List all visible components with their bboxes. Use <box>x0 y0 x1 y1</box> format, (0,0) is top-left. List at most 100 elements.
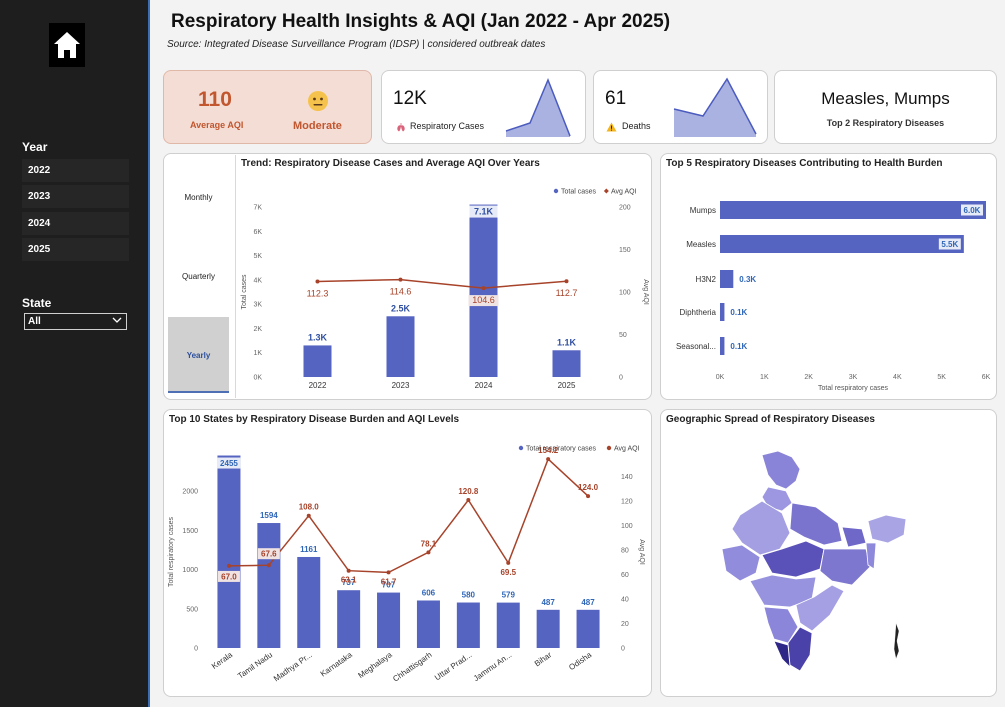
map-region-rajasthan <box>731 500 791 556</box>
line-value-label: 112.7 <box>556 288 578 298</box>
bar <box>337 590 361 648</box>
y2-tick-label: 100 <box>621 523 633 530</box>
map-region-west-bengal <box>865 542 877 570</box>
toggle-quarterly[interactable]: Quarterly <box>182 272 215 281</box>
bar-value-label: 580 <box>462 591 476 600</box>
map-region-chhattisgarh-odisha <box>819 548 871 586</box>
x-tick-label: Tamil Nadu <box>236 650 274 680</box>
bar <box>720 270 734 288</box>
y2-axis-title: Avg AQI <box>642 279 649 305</box>
bar-value-label: 606 <box>422 588 436 597</box>
line-value-label: 124.0 <box>578 483 599 492</box>
map-region-bihar <box>841 526 867 548</box>
bar-value-label: 2.5K <box>391 303 411 313</box>
legend-label: Avg AQI <box>611 189 637 196</box>
map-region-northeast <box>867 514 907 544</box>
year-option-2025[interactable]: 2025 <box>22 238 129 261</box>
deaths-sparkline <box>673 77 757 137</box>
y-axis-title: Total cases <box>241 274 248 310</box>
bar <box>720 337 725 355</box>
states-chart: 0 500 1000 1500 2000 0 20 40 60 80 100 120 140 Total … <box>168 445 645 684</box>
map-title: Geographic Spread of Respiratory Disease… <box>666 414 875 425</box>
top5-panel <box>660 153 997 400</box>
bar-value-label: 707 <box>382 581 396 590</box>
line-point <box>564 279 569 284</box>
category-label: H3N2 <box>696 275 717 284</box>
state-dropdown[interactable]: All <box>24 313 127 330</box>
x-tick-label: Odisha <box>567 650 593 672</box>
year-option-2022[interactable]: 2022 <box>22 159 129 182</box>
kpi-top-diseases-label: Top 2 Respiratory Diseases <box>826 118 945 128</box>
x-tick-label: 2024 <box>475 381 493 390</box>
toggle-monthly[interactable]: Monthly <box>184 193 213 202</box>
category-label: Measles <box>686 240 716 249</box>
y-tick-label: 4K <box>253 277 262 284</box>
category-label: Mumps <box>690 206 716 215</box>
bar-value-label: 1.1K <box>557 337 577 347</box>
year-option-2023[interactable]: 2023 <box>22 185 129 208</box>
legend-marker <box>606 445 612 451</box>
line-value-label: 114.6 <box>390 287 412 297</box>
bar-value-label: 1594 <box>260 511 278 520</box>
line-point <box>506 560 511 565</box>
y2-tick-label: 140 <box>621 474 633 481</box>
states-panel <box>163 409 652 697</box>
map-region-kerala <box>773 640 791 669</box>
line-value-label: 63.1 <box>341 576 357 585</box>
y-tick-label: 500 <box>186 606 198 613</box>
kpi-aqi-value: 110 <box>198 88 232 111</box>
bar-value-label: 737 <box>342 578 356 587</box>
y-tick-label: 6K <box>253 229 262 236</box>
bar <box>469 204 498 377</box>
bar <box>386 316 415 377</box>
state-filter-label: State <box>22 296 52 310</box>
bar-label-bg <box>216 457 241 469</box>
y-tick-label: 1000 <box>182 567 198 574</box>
x-axis-title: Total respiratory cases <box>818 385 889 392</box>
x-tick-label: Madhya Pr... <box>272 650 314 683</box>
year-option-2024[interactable]: 2024 <box>22 212 129 235</box>
toggle-yearly[interactable]: Yearly <box>186 351 211 360</box>
bar-label-bg <box>938 238 961 250</box>
legend-marker <box>553 188 559 194</box>
x-tick-label: 2023 <box>392 381 410 390</box>
x-tick-label: 0K <box>716 374 725 381</box>
legend-label: Avg AQI <box>614 446 640 453</box>
kpi-aqi-status: Moderate <box>293 120 342 132</box>
india-map[interactable] <box>720 445 920 685</box>
bar-value-label: 0.3K <box>739 275 756 284</box>
line-value-label: 67.0 <box>221 572 237 581</box>
neutral-face-icon <box>308 91 328 111</box>
lungs-icon <box>397 123 405 132</box>
toggle-yearly-bg <box>168 317 229 393</box>
y-tick-label: 5K <box>253 253 262 260</box>
home-button[interactable] <box>49 23 85 67</box>
bar <box>720 235 964 253</box>
y-tick-label: 2K <box>253 326 262 333</box>
category-label: Diphtheria <box>680 308 717 317</box>
y-tick-label: 1500 <box>182 528 198 535</box>
line-value-label: 120.8 <box>458 487 479 496</box>
bar-value-label: 0.1K <box>730 342 747 351</box>
line-point <box>426 550 431 555</box>
map-region-north <box>761 450 801 490</box>
line-point <box>226 563 231 568</box>
kpi-aqi-card: 110 Average AQI Moderate <box>163 70 372 144</box>
line-value-label: 112.3 <box>307 289 329 299</box>
y2-tick-label: 150 <box>619 247 631 254</box>
states-chart-title: Top 10 States by Respiratory Disease Bur… <box>169 414 460 425</box>
bar-value-label: 6.0K <box>964 206 981 215</box>
x-tick-label: Uttar Prad... <box>433 650 473 682</box>
bar <box>456 602 480 648</box>
map-region-punjab-haryana <box>761 486 793 512</box>
map-region-telangana-andhra <box>795 584 845 632</box>
home-icon <box>54 32 80 58</box>
bar <box>377 592 401 648</box>
line-value-label: 67.6 <box>261 550 277 559</box>
bar <box>576 609 600 648</box>
x-tick-label: 4K <box>893 374 902 381</box>
line-value-label: 61.7 <box>381 577 397 586</box>
map-region-uttar-pradesh <box>789 502 843 546</box>
bar-label-bg <box>469 205 498 218</box>
bar-value-label: 487 <box>581 598 595 607</box>
